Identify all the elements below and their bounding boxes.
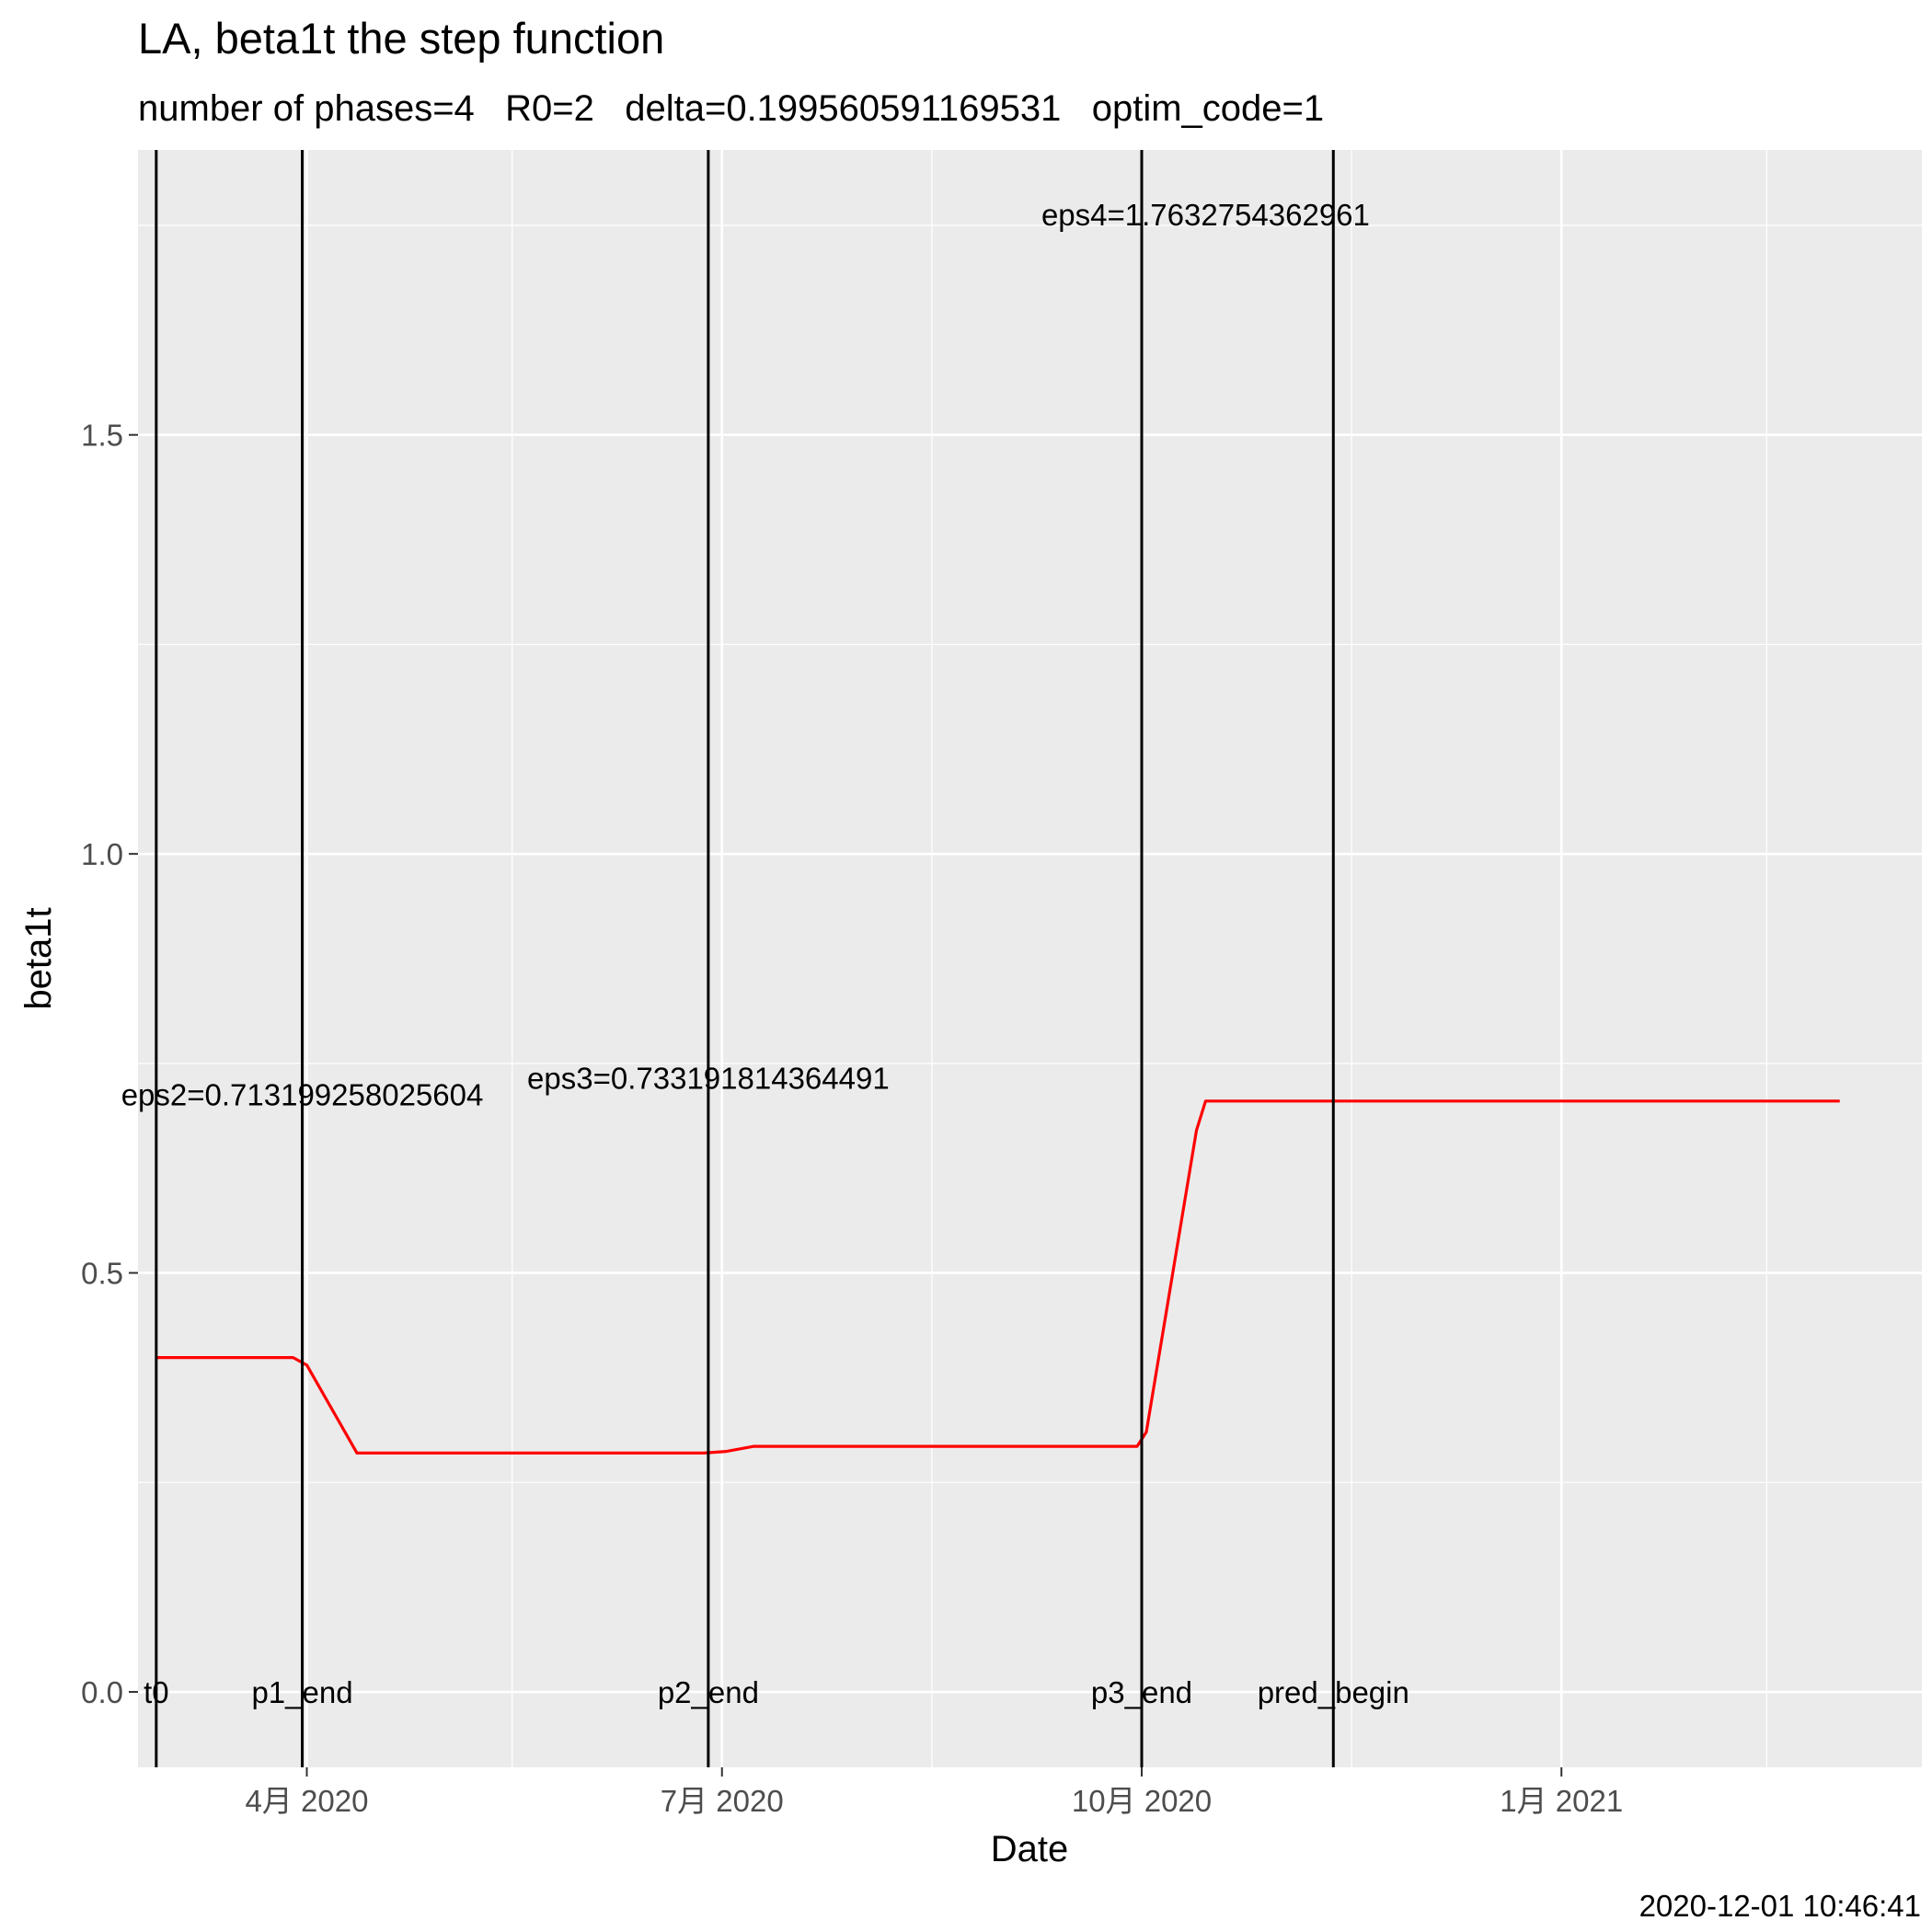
phase-label: pred_begin	[1258, 1675, 1409, 1709]
eps-annotation: eps2=0.713199258025604	[121, 1078, 484, 1112]
plot-panel	[138, 150, 1922, 1767]
x-tick-label: 4月 2020	[246, 1784, 369, 1818]
x-tick-label: 7月 2020	[661, 1784, 784, 1818]
y-tick-label: 1.0	[81, 837, 123, 871]
chart-subtitle: number of phases=4 R0=2 delta=0.19956059…	[138, 88, 1324, 129]
chart-title: LA, beta1t the step function	[138, 14, 664, 63]
phase-label: p1_end	[251, 1675, 352, 1709]
y-tick-label: 1.5	[81, 419, 123, 453]
phase-label: p3_end	[1091, 1675, 1192, 1709]
phase-label: t0	[144, 1675, 169, 1709]
eps-annotation: eps3=0.733191814364491	[527, 1061, 890, 1095]
x-axis-label: Date	[991, 1829, 1069, 1869]
x-tick-label: 1月 2021	[1500, 1784, 1623, 1818]
beta1t-line	[155, 1099, 1840, 1455]
eps-annotation: eps4=1.7632754362961	[1041, 198, 1370, 232]
y-tick-label: 0.0	[81, 1675, 123, 1709]
x-tick-label: 10月 2020	[1072, 1784, 1212, 1818]
y-axis-label: beta1t	[18, 907, 59, 1009]
timestamp: 2020-12-01 10:46:41	[1639, 1889, 1921, 1923]
y-tick-label: 0.5	[81, 1257, 123, 1291]
phase-label: p2_end	[658, 1675, 759, 1709]
